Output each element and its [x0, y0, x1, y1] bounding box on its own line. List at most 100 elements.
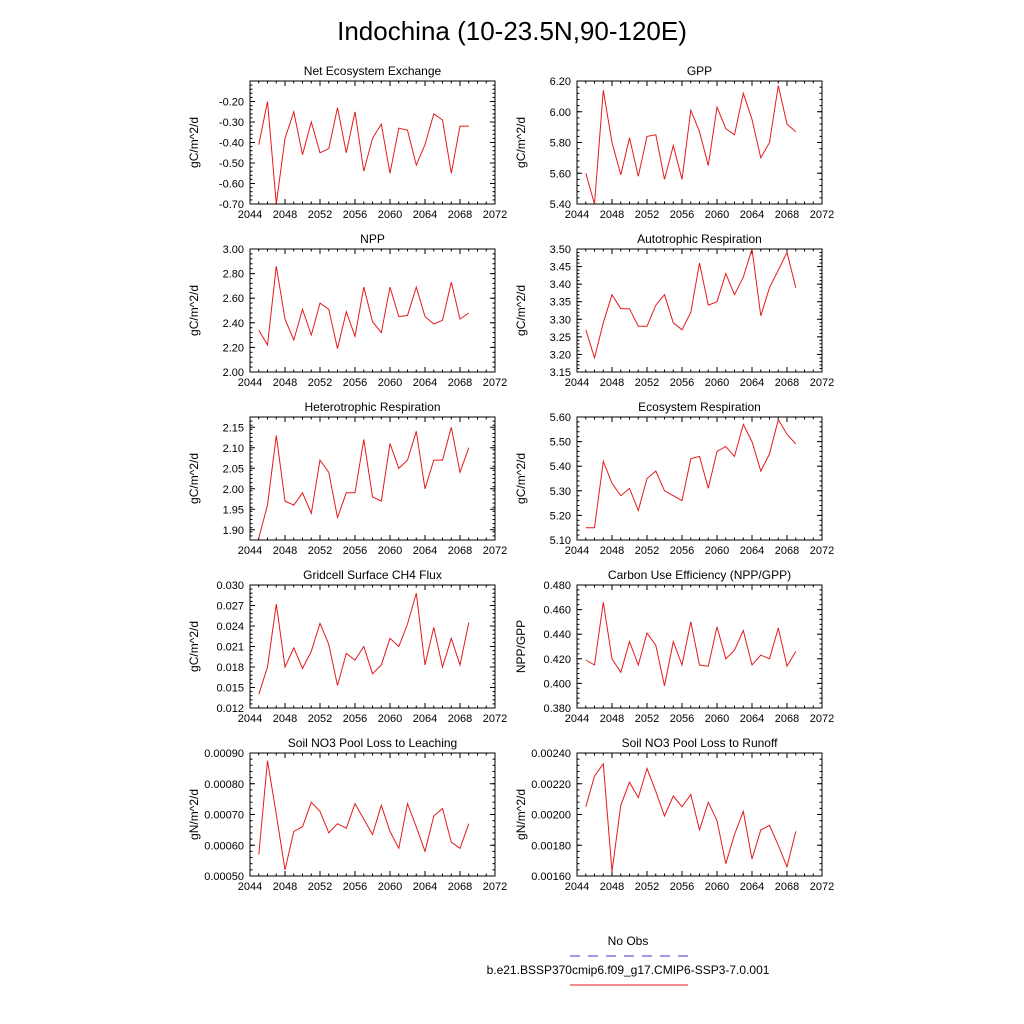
x-tick-label: 2064: [413, 881, 437, 893]
series-line: [585, 602, 797, 687]
x-tick-label: 2048: [273, 377, 297, 389]
x-tick-label: 2064: [413, 713, 437, 725]
y-tick-label: 3.50: [550, 244, 571, 256]
y-tick-label: 0.018: [216, 662, 244, 674]
x-tick-label: 2072: [810, 545, 834, 557]
chart-panel-4: Heterotrophic Respiration 2044 2048 2052 205…: [187, 400, 507, 557]
x-tick-label: 2044: [238, 377, 262, 389]
x-tick-label: 2056: [670, 881, 694, 893]
y-tick-label: 5.20: [550, 510, 571, 522]
x-tick-label: 2060: [378, 881, 402, 893]
x-tick-label: 2072: [810, 713, 834, 725]
y-tick-label: 0.00090: [204, 748, 244, 760]
plot-frame: [249, 80, 496, 205]
y-axis-label: gC/m^2/d: [187, 621, 201, 672]
y-tick-label: 5.80: [550, 138, 571, 150]
x-tick-label: 2064: [740, 713, 764, 725]
x-tick-label: 2064: [740, 881, 764, 893]
y-tick-label: 2.40: [223, 318, 244, 330]
y-tick-label: 3.00: [223, 244, 244, 256]
y-tick-label: 0.00050: [204, 871, 244, 883]
x-tick-label: 2056: [343, 713, 367, 725]
x-tick-label: 2068: [448, 209, 472, 221]
y-tick-label: 0.021: [216, 642, 244, 654]
x-tick-label: 2044: [565, 881, 589, 893]
x-tick-label: 2048: [273, 881, 297, 893]
y-tick-label: 0.420: [543, 654, 571, 666]
x-tick-label: 2064: [740, 209, 764, 221]
chart-panel-6: Gridcell Surface CH4 Flux 2044 2048 2052 205…: [187, 568, 507, 725]
x-tick-label: 2056: [670, 713, 694, 725]
x-tick-label: 2044: [238, 209, 262, 221]
y-tick-label: 5.40: [550, 461, 571, 473]
x-tick-label: 2052: [308, 881, 332, 893]
y-tick-label: -0.30: [219, 117, 244, 129]
plot-frame: [249, 248, 496, 373]
y-tick-label: 3.20: [550, 349, 571, 361]
x-tick-label: 2060: [705, 545, 729, 557]
x-tick-label: 2072: [483, 209, 507, 221]
x-tick-label: 2068: [448, 881, 472, 893]
y-tick-label: -0.60: [219, 179, 244, 191]
plot-frame: [576, 752, 823, 877]
x-tick-label: 2064: [413, 209, 437, 221]
x-tick-label: 2056: [670, 209, 694, 221]
x-tick-label: 2068: [775, 881, 799, 893]
plot-frame: [576, 584, 823, 709]
figure-title: Indochina (10-23.5N,90-120E): [337, 16, 687, 46]
panel-title: Autotrophic Respiration: [637, 232, 762, 246]
x-tick-label: 2056: [670, 377, 694, 389]
chart-panel-5: Ecosystem Respiration 2044 2048 2052 2056 206…: [514, 400, 834, 557]
x-tick-label: 2056: [343, 545, 367, 557]
x-tick-label: 2068: [775, 209, 799, 221]
y-axis-label: gC/m^2/d: [187, 453, 201, 504]
chart-panel-8: Soil NO3 Pool Loss to Leaching 2044 2048 20…: [187, 736, 507, 893]
y-axis-label: gC/m^2/d: [187, 117, 201, 168]
y-tick-label: 2.20: [223, 342, 244, 354]
x-tick-label: 2064: [413, 377, 437, 389]
panel-title: Soil NO3 Pool Loss to Runoff: [622, 736, 779, 750]
y-tick-label: 6.00: [550, 107, 571, 119]
x-tick-label: 2072: [483, 881, 507, 893]
x-tick-label: 2052: [635, 545, 659, 557]
plot-frame: [576, 416, 823, 541]
x-tick-label: 2072: [810, 881, 834, 893]
y-tick-label: 2.60: [223, 293, 244, 305]
y-axis-label: gN/m^2/d: [514, 789, 528, 840]
panel-grid: Net Ecosystem Exchange 2044 2048 2052 2056 20…: [187, 64, 834, 893]
series-line: [258, 101, 469, 205]
x-tick-label: 2044: [565, 545, 589, 557]
x-tick-label: 2060: [705, 713, 729, 725]
x-tick-label: 2044: [565, 377, 589, 389]
y-tick-label: 3.45: [550, 262, 571, 274]
plot-frame: [249, 584, 496, 709]
x-tick-label: 2044: [238, 881, 262, 893]
y-tick-label: 0.00080: [204, 779, 244, 791]
x-tick-label: 2052: [308, 713, 332, 725]
series-line: [258, 427, 470, 539]
panel-title: Ecosystem Respiration: [638, 400, 761, 414]
y-tick-label: 3.30: [550, 314, 571, 326]
y-tick-label: 0.440: [543, 629, 571, 641]
y-tick-label: 6.20: [550, 76, 571, 88]
series-line: [585, 762, 797, 872]
y-tick-label: 3.35: [550, 297, 571, 309]
x-tick-label: 2044: [565, 713, 589, 725]
x-tick-label: 2072: [483, 713, 507, 725]
y-tick-label: 0.030: [216, 580, 244, 592]
x-tick-label: 2068: [775, 713, 799, 725]
series-line: [585, 418, 797, 529]
x-tick-label: 2044: [238, 545, 262, 557]
y-tick-label: 2.10: [223, 443, 244, 455]
y-tick-label: 3.40: [550, 279, 571, 291]
y-axis-label: NPP/GPP: [514, 620, 528, 673]
x-tick-label: 2060: [705, 209, 729, 221]
y-tick-label: 0.460: [543, 605, 571, 617]
y-tick-label: 0.00240: [531, 748, 571, 760]
x-tick-label: 2044: [565, 209, 589, 221]
y-tick-label: 0.00070: [204, 810, 244, 822]
y-axis-label: gN/m^2/d: [187, 789, 201, 840]
y-tick-label: 0.380: [543, 703, 571, 715]
y-tick-label: 5.10: [550, 535, 571, 547]
panel-title: Heterotrophic Respiration: [304, 400, 440, 414]
